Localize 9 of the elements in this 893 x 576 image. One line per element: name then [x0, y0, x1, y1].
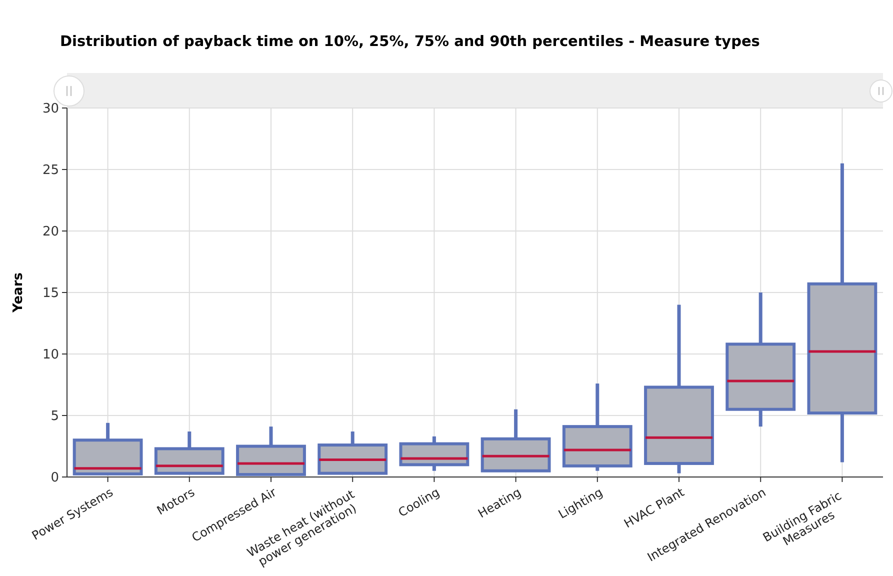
- y-tick-label: 20: [42, 224, 59, 240]
- y-tick-label: 10: [42, 348, 59, 363]
- chart-title: Distribution of payback time on 10%, 25%, 75% and 90th percentiles - Measure types: [60, 34, 760, 50]
- y-tick-label: 15: [42, 286, 59, 302]
- y-axis-title: Years: [11, 272, 26, 314]
- y-tick-label: 30: [42, 102, 59, 117]
- y-tick-label: 5: [50, 409, 59, 424]
- y-tick-label: 25: [42, 163, 59, 178]
- y-tick-label: 0: [50, 470, 59, 486]
